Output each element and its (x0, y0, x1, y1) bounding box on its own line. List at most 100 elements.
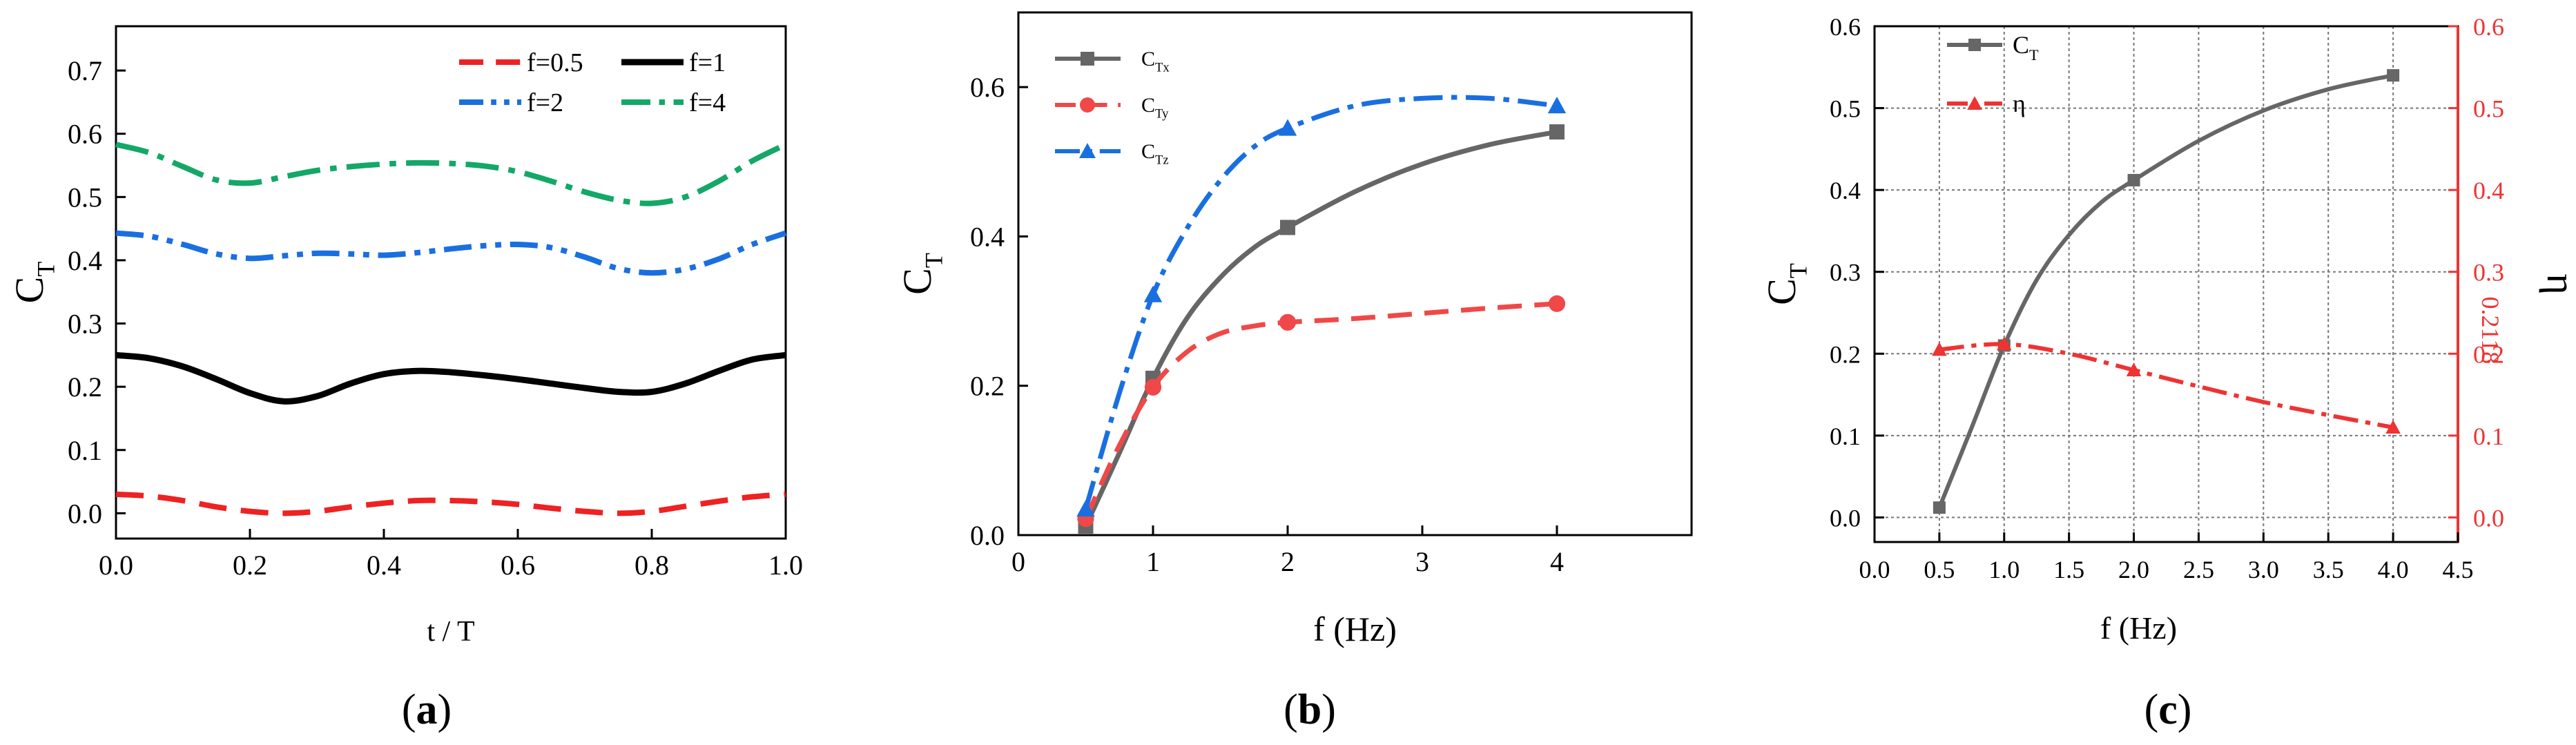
legend-marker (1968, 39, 1981, 51)
y-axis-label: CT (895, 253, 947, 295)
data-point-eta (2385, 420, 2401, 434)
y-axis-label-main: C (7, 277, 52, 304)
data-point-eta (1996, 336, 2012, 351)
y-tick-label: 0.2 (68, 371, 102, 403)
data-point-eta (1932, 342, 1947, 356)
data-point-Ty (1548, 295, 1566, 312)
y-tick-label: 0.4 (68, 245, 102, 276)
y-tick-label: 0.0 (68, 498, 102, 529)
panel-label: (c) (2144, 686, 2192, 733)
x-tick-label: 0 (1011, 546, 1025, 577)
y-tick-label: 0.2 (1830, 340, 1861, 368)
x-tick-label: 0.0 (1859, 556, 1890, 583)
x-axis-label: f (Hz) (2100, 610, 2177, 646)
y-tick-label: 0.5 (1830, 95, 1861, 123)
y-tick-label: 0.0 (1830, 504, 1861, 532)
legend-label: f=0.5 (527, 48, 583, 77)
legend-label-main: C (1141, 140, 1155, 163)
legend-label-main: C (2013, 31, 2029, 59)
legend-label-main: C (1141, 94, 1155, 117)
data-point-Tz (1547, 96, 1567, 114)
legend: CT η (1947, 31, 2039, 117)
data-point-Tz (1278, 119, 1297, 136)
y-axis-label-sub: T (1784, 263, 1812, 278)
legend-label: CT (2013, 31, 2039, 64)
x-tick-label: 0.8 (635, 550, 669, 581)
panel-letter: b (1298, 686, 1321, 733)
y-tick-label: 0.1 (68, 435, 102, 466)
y-tick-label: 0.7 (68, 55, 102, 86)
data-point-T (2127, 173, 2140, 186)
x-tick-label: 0.0 (99, 550, 133, 581)
series-line-Ty (1083, 301, 1558, 520)
y-axis-label-sub: T (32, 262, 59, 277)
x-tick-label: 4.0 (2378, 556, 2409, 583)
x-tick-label: 1.5 (2053, 556, 2084, 583)
y-tick-label: 0.3 (68, 309, 102, 340)
x-tick-label: 4 (1550, 546, 1564, 577)
y2-tick-label: 0.1 (2473, 423, 2504, 450)
data-point-Tz (1143, 285, 1163, 302)
y2-tick-label: 0.5 (2473, 95, 2504, 123)
x-tick-label: 0.6 (501, 550, 535, 581)
legend-label-main: C (1141, 48, 1155, 70)
series-line-Tz (1083, 95, 1558, 510)
series-line-f=2 (115, 230, 787, 276)
y-tick-label: 0.6 (68, 119, 102, 150)
x-tick-label: 4.5 (2443, 556, 2474, 583)
legend-label: CTy (1141, 94, 1169, 121)
y2-tick-label: 0.0 (2473, 504, 2504, 532)
x-tick-label: 2 (1281, 546, 1295, 577)
x-tick-label: 1.0 (768, 550, 803, 581)
panel-label: (a) (402, 686, 452, 733)
x-axis-label: f (Hz) (1313, 610, 1397, 648)
legend-label: f=4 (689, 88, 726, 117)
legend-marker (1081, 52, 1094, 66)
legend-label-sub: Tx (1155, 60, 1170, 75)
y2-tick-label: 0.4 (2473, 177, 2504, 204)
x-tick-label: 1.0 (1988, 556, 2020, 583)
y-axis-label-main: C (1759, 278, 1804, 305)
data-point-eta (2126, 362, 2142, 376)
legend-label: f=1 (689, 48, 726, 77)
y-tick-label: 0.6 (970, 72, 1005, 103)
x-tick-label: 0.2 (233, 550, 267, 581)
panel-c: 0.0 0.5 1.0 1.5 2.0 2.5 3.0 3.5 4.0 4.5 0.0 0.0 0.1 0… (1759, 13, 2576, 733)
x-tick-label: 2.0 (2118, 556, 2149, 583)
y-tick-label: 0.6 (1830, 13, 1861, 41)
y-axis-label: CT (1759, 263, 1812, 305)
series-line-f=0.5 (115, 491, 786, 516)
legend-label-sub: Ty (1155, 106, 1169, 121)
legend-marker (1079, 143, 1096, 158)
y-tick-label: 0.3 (1830, 259, 1861, 287)
data-point-T (1933, 501, 1946, 514)
x-tick-label: 3.5 (2313, 556, 2344, 583)
plot-frame (1017, 11, 1693, 536)
y-tick-label: 0.0 (970, 520, 1005, 551)
y2-tick-label: 0.2 (2473, 340, 2504, 368)
legend-marker (1967, 96, 1982, 110)
y-tick-label: 0.2 (970, 371, 1005, 402)
y-tick-label: 0.5 (68, 182, 102, 213)
series-line-f=4 (115, 142, 787, 206)
legend-label-sub: Tz (1155, 153, 1169, 167)
legend-label: f=2 (527, 88, 563, 117)
x-tick-label: 1 (1146, 546, 1160, 577)
y-axis-label: CT (7, 262, 59, 304)
y-axis-label-sub: T (920, 253, 947, 268)
data-point-Tx (1280, 220, 1295, 235)
plot-frame (115, 25, 787, 540)
y-axis-label-main: C (895, 268, 940, 295)
panel-letter: a (416, 686, 438, 733)
x-tick-label: 3.0 (2248, 556, 2279, 583)
x-axis-label: t / T (427, 616, 474, 648)
legend-label-main: η (2013, 90, 2026, 117)
series-line-T (1937, 73, 2394, 509)
x-tick-label: 0.4 (367, 550, 401, 581)
y2-tick-label: 0.3 (2473, 259, 2504, 287)
legend: f=0.5 f=1 f=2 f=4 (459, 48, 726, 117)
data-point-Tx (1549, 124, 1565, 140)
series-line-f=1 (115, 351, 786, 405)
